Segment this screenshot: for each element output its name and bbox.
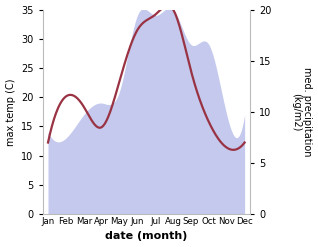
X-axis label: date (month): date (month)	[105, 231, 188, 242]
Y-axis label: med. precipitation
(kg/m2): med. precipitation (kg/m2)	[291, 67, 313, 157]
Y-axis label: max temp (C): max temp (C)	[5, 78, 16, 145]
